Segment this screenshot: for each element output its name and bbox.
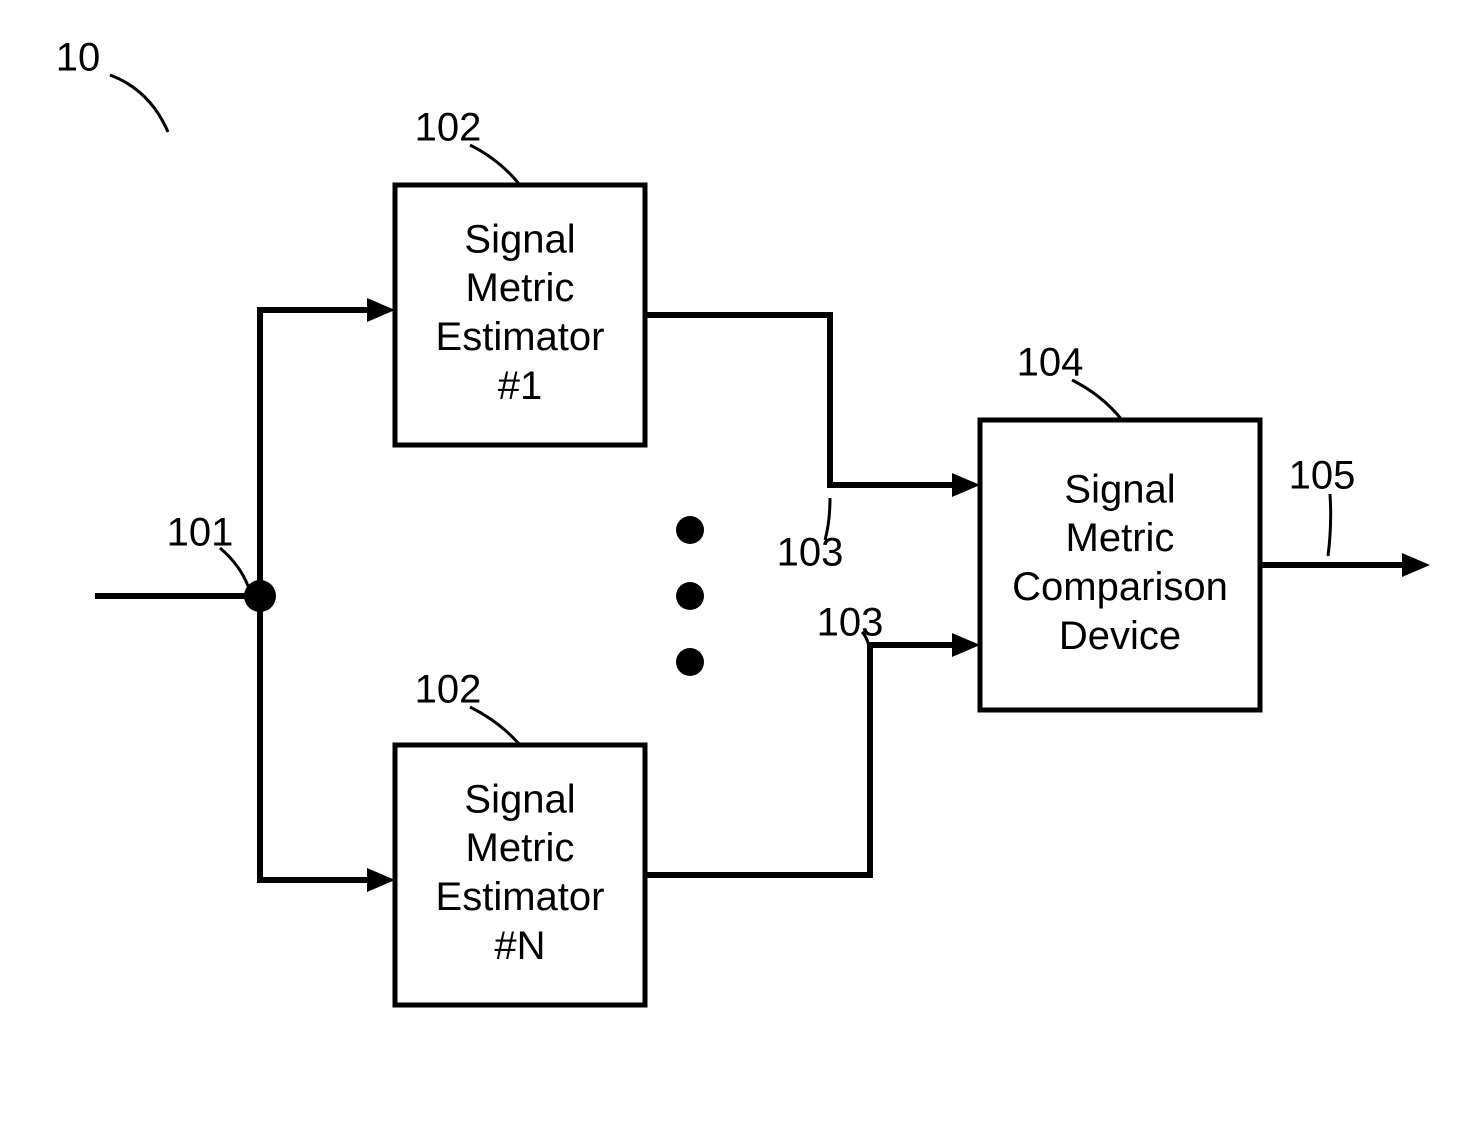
ref-label: 102 — [415, 668, 482, 712]
arrowhead — [367, 298, 395, 322]
wire — [260, 310, 367, 596]
estimator-1-box-label: #1 — [498, 364, 543, 408]
ref-lead — [1328, 494, 1331, 556]
ref-label: 102 — [415, 106, 482, 150]
ref-lead — [470, 707, 520, 745]
estimator-n-box-label: Estimator — [436, 875, 605, 919]
wire — [260, 596, 367, 880]
ref-lead — [110, 75, 168, 132]
ref-label: 104 — [1017, 341, 1084, 385]
wire — [645, 315, 952, 485]
estimator-n-box-label: Metric — [466, 826, 575, 870]
wire — [645, 645, 952, 875]
comparison-box-label: Device — [1059, 614, 1181, 658]
estimator-n-box-label: #N — [494, 924, 545, 968]
estimator-1-box-label: Estimator — [436, 315, 605, 359]
ref-label: 103 — [777, 531, 844, 575]
ref-lead — [1072, 380, 1122, 420]
estimator-1-box-label: Signal — [464, 217, 575, 261]
ellipsis-dot — [676, 516, 704, 544]
comparison-box-label: Comparison — [1012, 565, 1228, 609]
estimator-1-box-label: Metric — [466, 266, 575, 310]
ref-label: 10 — [56, 36, 101, 80]
ref-label: 101 — [167, 511, 234, 555]
ref-label: 103 — [817, 601, 884, 645]
estimator-n-box-label: Signal — [464, 777, 575, 821]
ref-lead — [470, 145, 520, 185]
comparison-box-label: Signal — [1064, 467, 1175, 511]
arrowhead — [952, 633, 980, 657]
comparison-box-label: Metric — [1066, 516, 1175, 560]
arrowhead — [367, 868, 395, 892]
arrowhead — [952, 473, 980, 497]
arrowhead — [1402, 553, 1430, 577]
ref-label: 105 — [1289, 454, 1356, 498]
ellipsis-dot — [676, 582, 704, 610]
ellipsis-dot — [676, 648, 704, 676]
